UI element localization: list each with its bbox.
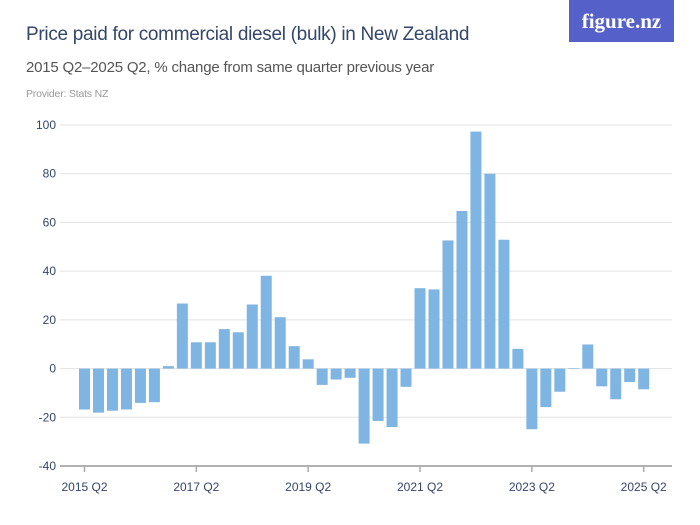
bar-2017-q3: [204, 342, 216, 369]
bar-2016-q4: [162, 366, 174, 369]
bar-2016-q2: [134, 368, 146, 403]
bar-2024-q2: [582, 344, 594, 369]
bar-2017-q4: [218, 329, 230, 369]
bar-2018-q2: [246, 304, 258, 369]
y-tick-label: -40: [39, 459, 57, 473]
y-tick-label: 0: [49, 362, 56, 376]
bar-2023-q3: [540, 368, 552, 408]
y-tick-label: 80: [43, 167, 57, 181]
bar-2015-q3: [92, 368, 104, 413]
bar-2022-q3: [484, 173, 496, 369]
chart-subtitle: 2015 Q2–2025 Q2, % change from same quar…: [26, 59, 435, 76]
x-tick-label: 2021 Q2: [397, 480, 443, 494]
bar-2021-q3: [428, 289, 440, 369]
bar-2020-q4: [386, 368, 398, 428]
bar-2025-q1: [624, 368, 636, 382]
y-tick-label: 60: [43, 215, 57, 229]
bar-2024-q1: [568, 368, 580, 369]
bar-2023-q4: [554, 368, 566, 392]
bar-2021-q4: [442, 240, 454, 369]
bar-2023-q2: [526, 368, 538, 430]
bar-2018-q3: [260, 275, 272, 369]
bar-2022-q2: [470, 131, 482, 369]
bar-2020-q1: [344, 368, 356, 378]
y-tick-label: 20: [43, 313, 57, 327]
x-tick-label: 2025 Q2: [621, 480, 667, 494]
y-tick-label: -20: [39, 410, 57, 424]
bar-2024-q3: [596, 368, 608, 387]
bar-2018-q1: [232, 332, 244, 369]
bar-2017-q1: [176, 303, 188, 369]
bar-2018-q4: [274, 317, 286, 369]
bar-2016-q1: [120, 368, 132, 410]
bar-2019-q2: [302, 359, 314, 369]
chart-title: Price paid for commercial diesel (bulk) …: [26, 24, 470, 45]
bar-2015-q2: [79, 368, 90, 410]
bar-2020-q2: [358, 368, 370, 444]
bar-2022-q4: [498, 239, 510, 369]
bar-2015-q4: [106, 368, 118, 411]
bar-2023-q1: [512, 348, 524, 369]
bar-2017-q2: [190, 342, 202, 369]
bar-2016-q3: [148, 368, 160, 403]
x-tick-label: 2019 Q2: [285, 480, 331, 494]
bar-2022-q1: [456, 210, 468, 369]
x-tick-label: 2023 Q2: [509, 480, 555, 494]
bar-2024-q4: [610, 368, 622, 400]
bar-2021-q2: [414, 288, 426, 369]
figure-nz-logo[interactable]: figure.nz: [569, 0, 674, 42]
x-tick-label: 2017 Q2: [173, 480, 219, 494]
provider-label: Provider: Stats NZ: [26, 88, 109, 100]
x-tick-label: 2015 Q2: [61, 480, 107, 494]
bar-2021-q1: [400, 368, 412, 387]
bar-2019-q1: [288, 346, 300, 369]
bar-2019-q4: [330, 368, 342, 380]
bar-2020-q3: [372, 368, 384, 421]
bar-2025-q2: [638, 368, 650, 390]
y-tick-label: 100: [36, 118, 56, 132]
y-tick-label: 40: [43, 264, 57, 278]
bar-2019-q3: [316, 368, 328, 385]
